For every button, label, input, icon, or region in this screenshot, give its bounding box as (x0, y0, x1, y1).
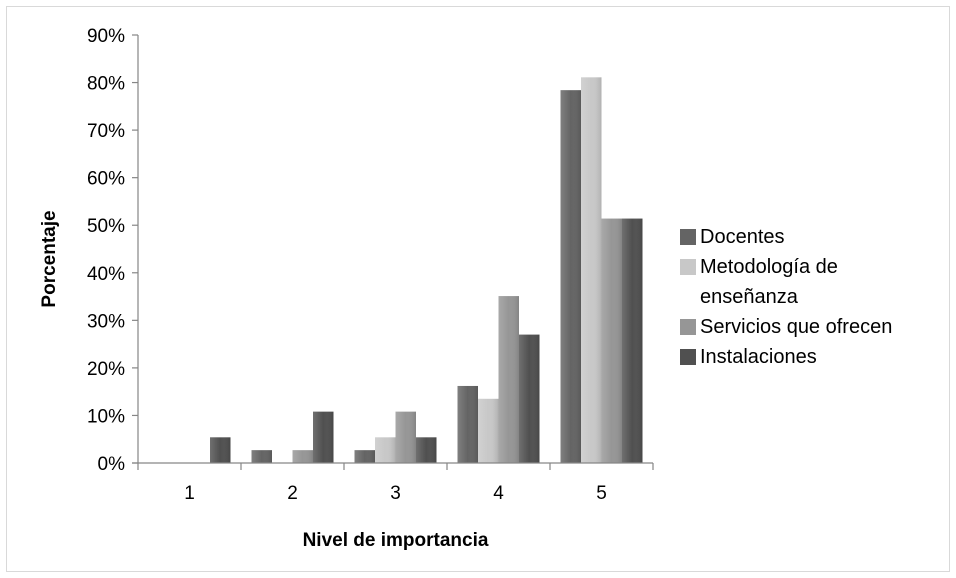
bar-shade (560, 90, 581, 464)
bar-shade (622, 218, 643, 463)
y-tick-label: 90% (87, 26, 125, 47)
chart-area: 0% 10% 20% 30% 40% 50% 60% 70% 80% 90% 1 2 3 4 5 Docen… (6, 6, 950, 572)
y-tick-label: 0% (98, 454, 126, 475)
legend-label-2: Metodología de enseñanza (700, 256, 838, 308)
legend-swatch-2 (680, 259, 696, 275)
y-tick-label: 20% (87, 359, 125, 380)
y-tick-label: 30% (87, 311, 125, 332)
bar-shade (292, 450, 313, 463)
y-tick-label: 80% (87, 74, 125, 95)
bar-shade (601, 218, 622, 463)
legend-swatch-4 (680, 349, 696, 365)
bar-shade (354, 450, 375, 463)
bar-shade (416, 437, 437, 463)
y-tick-label: 10% (87, 406, 125, 427)
bar-shade (498, 296, 519, 463)
x-tick-label: 4 (493, 483, 504, 504)
legend: Docentes Metodología de enseñanza Servicios… (680, 226, 892, 368)
x-tick-label: 2 (287, 483, 298, 504)
chart-svg: 0% 10% 20% 30% 40% 50% 60% 70% 80% 90% 1 2 3 4 5 Docen… (39, 26, 892, 551)
x-tick-label: 3 (390, 483, 401, 504)
y-tick-label: 70% (87, 121, 125, 142)
bar-shade (581, 77, 602, 463)
y-tick-label: 50% (87, 216, 125, 237)
bar-shade (313, 411, 334, 463)
y-tick-label: 60% (87, 169, 125, 190)
y-tick-label: 40% (87, 264, 125, 285)
x-tick-label: 5 (596, 483, 607, 504)
axes-group (132, 35, 653, 464)
legend-label-4: Instalaciones (700, 346, 817, 368)
legend-label-1: Docentes (700, 226, 785, 248)
y-axis-title: Porcentaje (39, 210, 60, 307)
bar-shade (251, 450, 272, 463)
legend-swatch-3 (680, 319, 696, 335)
bar-shade (395, 411, 416, 463)
legend-swatch-1 (680, 229, 696, 245)
bar-shade (478, 398, 499, 463)
ticks-group: 0% 10% 20% 30% 40% 50% 60% 70% 80% 90% 1 2 3 4 5 (87, 26, 654, 504)
bar-shade (210, 437, 231, 463)
x-axis-title: Nivel de importancia (303, 530, 489, 551)
bar-shade (375, 437, 396, 463)
bars-group (210, 77, 643, 464)
bar-shade (457, 385, 478, 463)
legend-label-3: Servicios que ofrecen (700, 316, 892, 338)
bar-shade (519, 334, 540, 463)
x-tick-label: 1 (184, 483, 195, 504)
